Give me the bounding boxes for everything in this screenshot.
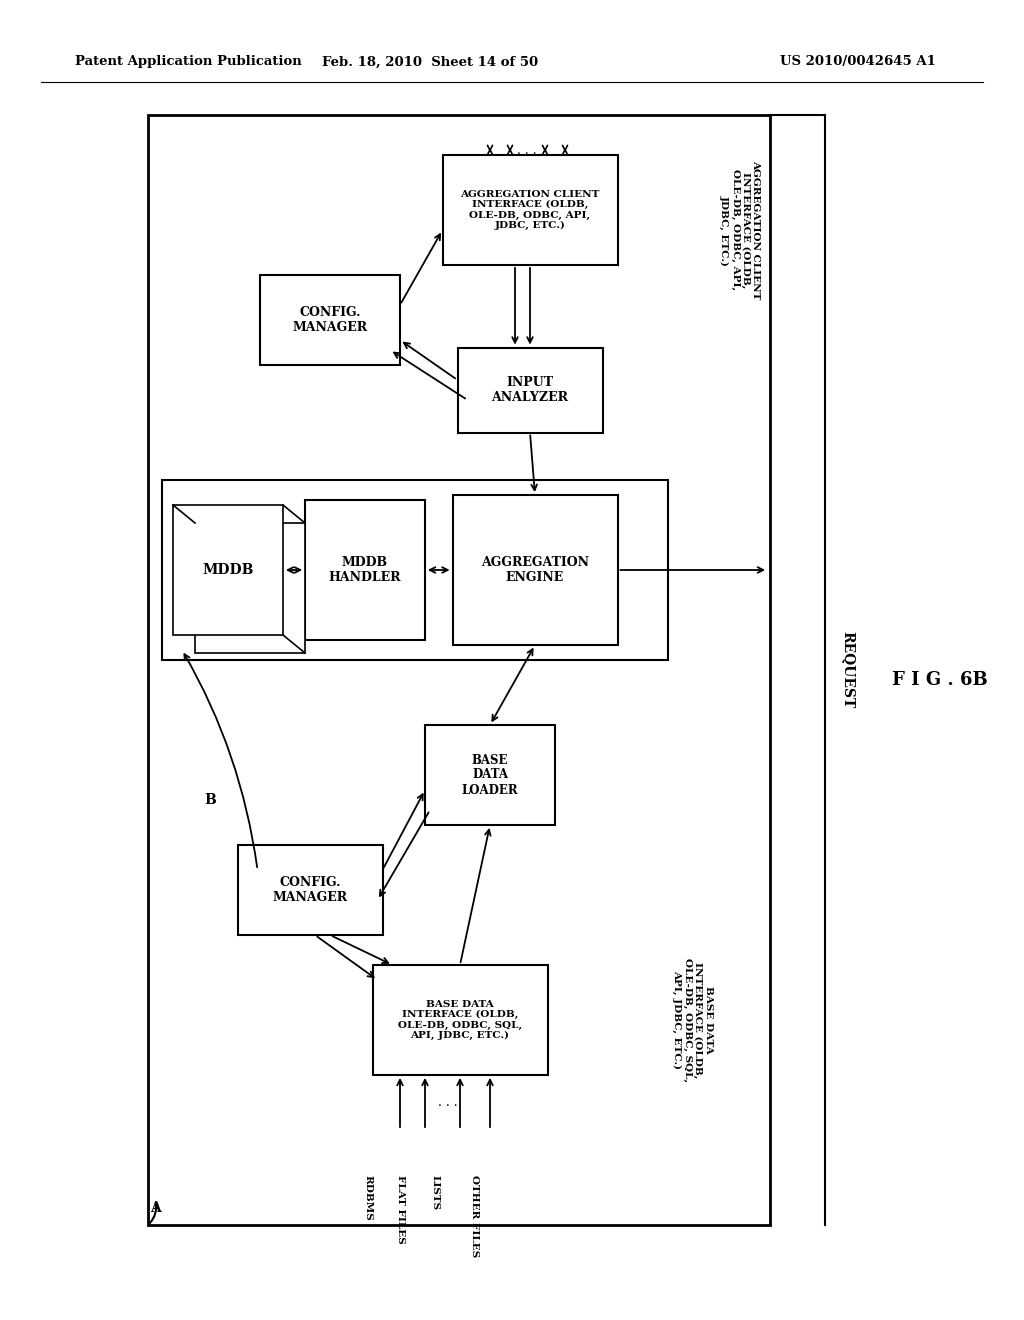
Text: AGGREGATION CLIENT
INTERFACE (OLDB,
OLE-DB, ODBC, API,
JDBC, ETC.): AGGREGATION CLIENT INTERFACE (OLDB, OLE-… [461,190,600,230]
Bar [425,725,555,825]
Text: US 2010/0042645 A1: US 2010/0042645 A1 [780,55,936,69]
Text: A: A [150,1201,161,1214]
Text: CONFIG.
MANAGER: CONFIG. MANAGER [272,876,347,904]
Text: FLAT FILES: FLAT FILES [395,1175,404,1243]
Bar [373,965,548,1074]
Text: AGGREGATION
ENGINE: AGGREGATION ENGINE [481,556,589,583]
Text: BASE
DATA
LOADER: BASE DATA LOADER [462,754,518,796]
Bar [173,506,283,635]
Text: F I G . 6B: F I G . 6B [892,671,988,689]
Bar [260,275,400,366]
Bar [195,523,305,653]
Text: MDDB
HANDLER: MDDB HANDLER [329,556,401,583]
Text: . . .: . . . [517,144,537,157]
Text: BASE DATA
INTERFACE (OLDB,
OLE-DB, ODBC, SQL,
API, JDBC, ETC.): BASE DATA INTERFACE (OLDB, OLE-DB, ODBC,… [398,999,522,1040]
Bar [305,500,425,640]
Text: CONFIG.
MANAGER: CONFIG. MANAGER [293,306,368,334]
Bar [442,154,617,265]
Text: Feb. 18, 2010  Sheet 14 of 50: Feb. 18, 2010 Sheet 14 of 50 [322,55,538,69]
Text: B: B [204,793,216,807]
Text: BASE DATA
INTERFACE (OLDB,
OLE-DB, ODBC, SQL,
API, JDBC, ETC.): BASE DATA INTERFACE (OLDB, OLE-DB, ODBC,… [672,958,713,1082]
Bar [148,115,770,1225]
Bar [162,480,668,660]
Text: MDDB: MDDB [203,564,254,577]
Text: AGGREGATION CLIENT
INTERFACE (OLDB,
OLE-DB, ODBC, API,
JDBC, ETC.): AGGREGATION CLIENT INTERFACE (OLDB, OLE-… [720,160,761,300]
Text: LISTS: LISTS [430,1175,439,1210]
Bar [453,495,617,645]
Text: . . .: . . . [438,1097,458,1110]
Bar [458,347,602,433]
Text: RDBMS: RDBMS [364,1175,373,1221]
Text: REQUEST: REQUEST [841,631,855,709]
Text: Patent Application Publication: Patent Application Publication [75,55,302,69]
Text: INPUT
ANALYZER: INPUT ANALYZER [492,376,568,404]
Bar [238,845,383,935]
Text: OTHER FILES: OTHER FILES [470,1175,479,1257]
